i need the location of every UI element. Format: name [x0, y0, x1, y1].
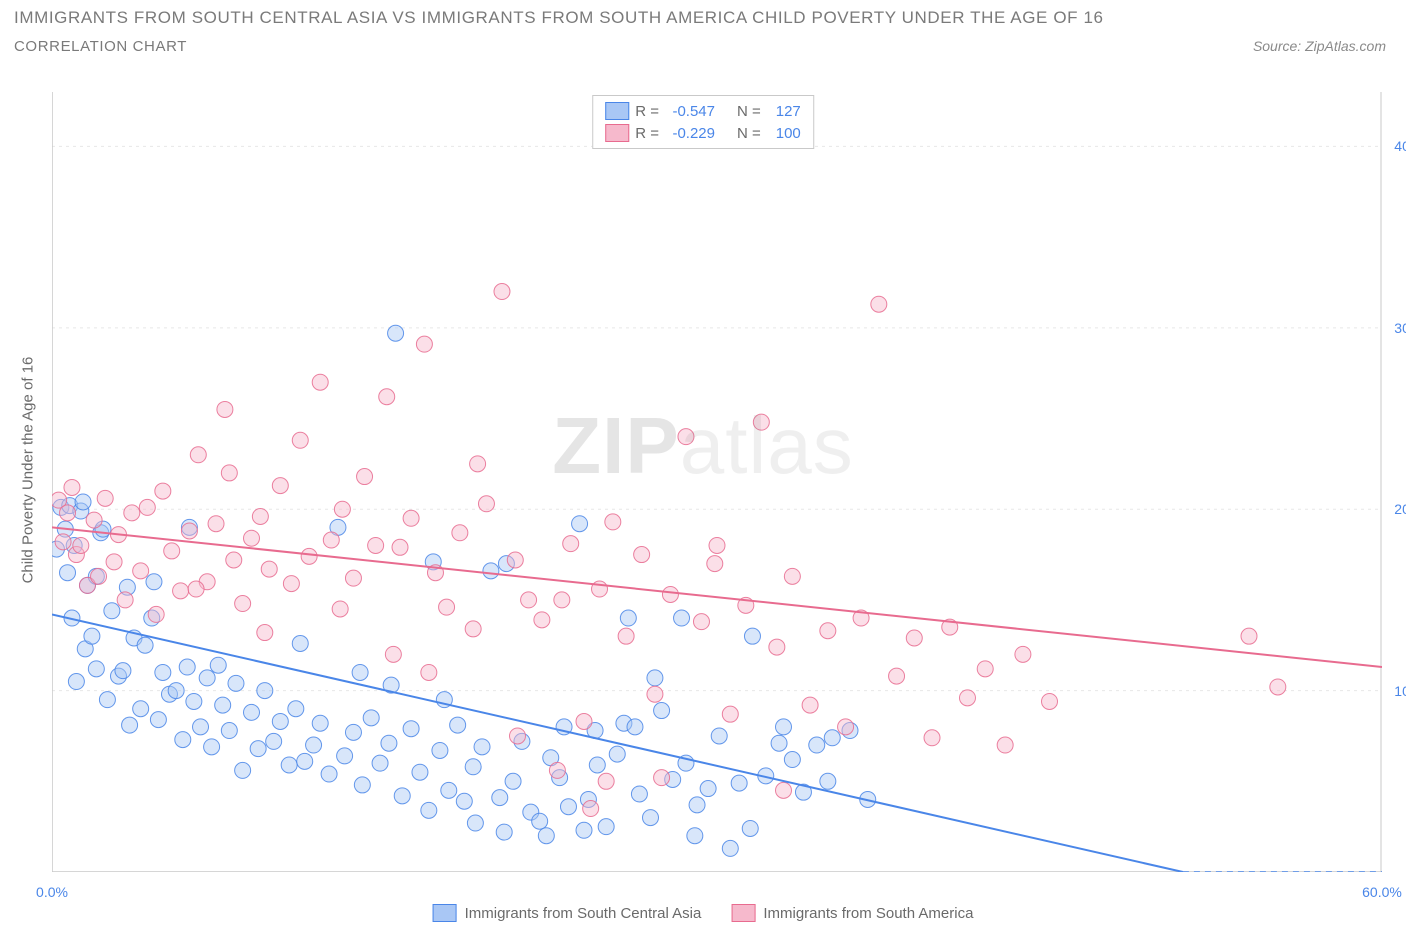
- swatch-sa-icon: [731, 904, 755, 922]
- stats-legend: R = -0.547 N = 127 R = -0.229 N = 100: [592, 95, 814, 149]
- y-tick-label: 10.0%: [1388, 683, 1406, 699]
- legend-row-sa: R = -0.229 N = 100: [605, 122, 801, 144]
- chart-title: IMMIGRANTS FROM SOUTH CENTRAL ASIA VS IM…: [14, 8, 1104, 28]
- y-axis-label: Child Poverty Under the Age of 16: [20, 357, 37, 584]
- source-name: ZipAtlas.com: [1305, 38, 1386, 54]
- scatter-plot: [52, 92, 1382, 872]
- n-value-sa: 100: [767, 125, 801, 142]
- n-label: N =: [737, 125, 761, 142]
- x-tick-label: 0.0%: [36, 884, 68, 900]
- chart-area: 10.0%20.0%30.0%40.0%0.0%60.0%: [52, 92, 1382, 872]
- y-tick-label: 40.0%: [1388, 138, 1406, 154]
- swatch-sca: [605, 102, 629, 120]
- n-value-sca: 127: [767, 103, 801, 120]
- n-label: N =: [737, 103, 761, 120]
- y-tick-label: 30.0%: [1388, 320, 1406, 336]
- legend-item-sa: Immigrants from South America: [731, 904, 973, 922]
- x-tick-label: 60.0%: [1362, 884, 1402, 900]
- swatch-sca-icon: [433, 904, 457, 922]
- legend-label-sca: Immigrants from South Central Asia: [465, 905, 702, 922]
- source-attribution: Source: ZipAtlas.com: [1253, 38, 1386, 54]
- r-label: R =: [635, 125, 659, 142]
- swatch-sa: [605, 124, 629, 142]
- y-tick-label: 20.0%: [1388, 501, 1406, 517]
- r-value-sca: -0.547: [665, 103, 715, 120]
- r-value-sa: -0.229: [665, 125, 715, 142]
- legend-row-sca: R = -0.547 N = 127: [605, 100, 801, 122]
- series-legend: Immigrants from South Central Asia Immig…: [433, 904, 974, 922]
- legend-item-sca: Immigrants from South Central Asia: [433, 904, 702, 922]
- r-label: R =: [635, 103, 659, 120]
- chart-subtitle: CORRELATION CHART: [14, 38, 187, 55]
- source-prefix: Source:: [1253, 38, 1305, 54]
- legend-label-sa: Immigrants from South America: [763, 905, 973, 922]
